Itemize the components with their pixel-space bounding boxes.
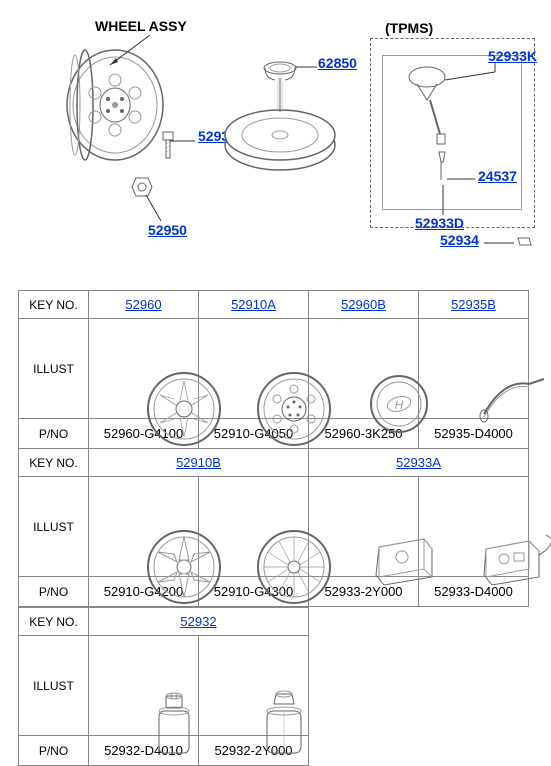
header-keyno: KEY NO. <box>19 449 89 477</box>
steel-wheel-icon <box>254 369 334 449</box>
compressor-icon <box>474 527 551 592</box>
header-pno: P/NO <box>19 736 89 766</box>
label-52934[interactable]: 52934 <box>440 232 479 248</box>
illust-cell <box>89 477 199 577</box>
leader-line <box>100 30 180 70</box>
illust-cell <box>89 636 199 736</box>
leader-line <box>482 240 522 250</box>
alloy-wheel-icon <box>144 527 224 607</box>
parts-table: KEY NO. 52960 52910A 52960B 52935B ILLUS… <box>18 290 529 766</box>
tpms-label: (TPMS) <box>385 20 433 36</box>
leader-line <box>143 193 183 223</box>
key-52960[interactable]: 52960 <box>125 297 161 312</box>
key-52960B[interactable]: 52960B <box>341 297 386 312</box>
diagram-area: WHEEL ASSY 52933 <box>0 0 551 280</box>
header-illust: ILLUST <box>19 477 89 577</box>
compressor-icon <box>364 527 444 592</box>
label-62850[interactable]: 62850 <box>318 55 357 71</box>
header-pno: P/NO <box>19 577 89 607</box>
label-52950[interactable]: 52950 <box>148 222 187 238</box>
header-keyno: KEY NO. <box>19 608 89 636</box>
illust-cell <box>89 319 199 419</box>
header-pno: P/NO <box>19 419 89 449</box>
leader-line <box>445 175 485 185</box>
hubcap-icon: H <box>364 369 434 439</box>
header-illust: ILLUST <box>19 636 89 736</box>
header-illust: ILLUST <box>19 319 89 419</box>
sealant-bottle-icon <box>254 686 314 761</box>
key-52935B[interactable]: 52935B <box>451 297 496 312</box>
key-52933A[interactable]: 52933A <box>396 455 441 470</box>
illust-cell <box>199 636 309 736</box>
key-52910B[interactable]: 52910B <box>176 455 221 470</box>
leader-line <box>440 185 450 220</box>
leader-line <box>440 60 500 90</box>
sealant-bottle-icon <box>144 686 204 761</box>
illust-cell <box>419 319 529 419</box>
alloy-wheel-icon <box>144 369 224 449</box>
key-52932[interactable]: 52932 <box>180 614 216 629</box>
key-52910A[interactable]: 52910A <box>231 297 276 312</box>
header-keyno: KEY NO. <box>19 291 89 319</box>
cable-icon <box>474 369 551 429</box>
alloy-wheel-icon <box>254 527 334 607</box>
